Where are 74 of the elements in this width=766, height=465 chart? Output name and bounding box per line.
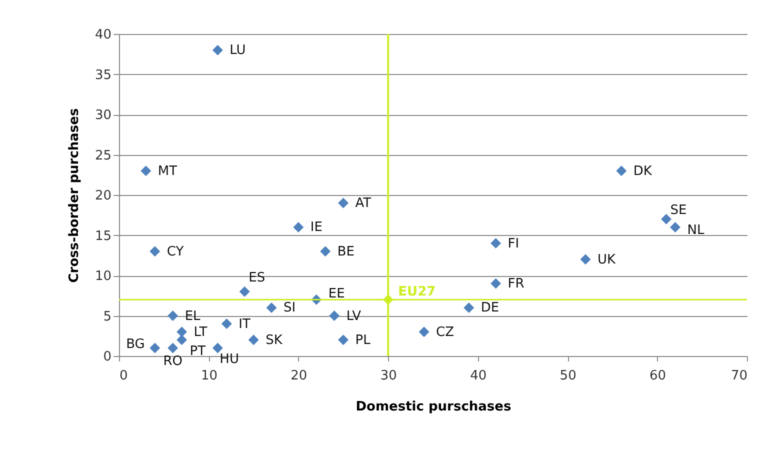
- y-tick-label: 40: [94, 28, 112, 42]
- annotation: CY: [166, 244, 184, 260]
- x-tick-label: 30: [380, 368, 397, 384]
- annotation: IT: [238, 316, 250, 332]
- point: [382, 294, 394, 305]
- x-tick-label: 0: [120, 368, 128, 384]
- annotation: DE: [480, 300, 500, 316]
- point: [329, 310, 340, 321]
- y-tick-label: 35: [94, 68, 112, 83]
- point: [248, 334, 259, 346]
- annotation: EE: [328, 286, 345, 302]
- point: [150, 246, 160, 257]
- annotation: CZ: [436, 324, 454, 340]
- annotation: PL: [355, 332, 372, 348]
- annotation: ES: [248, 270, 266, 286]
- point: [140, 166, 152, 176]
- y-tick-label: 0: [103, 350, 112, 364]
- point: [670, 222, 680, 232]
- point: [212, 44, 223, 56]
- point: [338, 198, 349, 208]
- point: [338, 334, 349, 346]
- point: [239, 286, 250, 297]
- annotation: DK: [633, 164, 652, 179]
- annotation: LU: [230, 43, 246, 58]
- x-tick-label: 50: [560, 368, 576, 384]
- y-tick-label: 30: [94, 108, 112, 123]
- y-tick-label: 25: [94, 148, 112, 164]
- point: [580, 254, 591, 265]
- annotation: AT: [355, 196, 372, 212]
- annotation: NL: [687, 223, 705, 238]
- point: [490, 278, 502, 289]
- annotation: LT: [194, 324, 208, 340]
- annotation: LV: [346, 308, 362, 324]
- point: [320, 246, 331, 257]
- point: [212, 342, 223, 354]
- annotation: UK: [598, 252, 616, 268]
- point: [418, 326, 430, 338]
- y-tick-label: 20: [94, 188, 112, 204]
- point: [616, 166, 627, 176]
- point: [266, 302, 277, 313]
- annotation: BE: [337, 244, 354, 260]
- annotation: EU27: [398, 284, 436, 300]
- annotation: IE: [310, 220, 322, 236]
- point: [490, 238, 502, 249]
- point: [176, 326, 188, 338]
- y-axis-title: Cross-border purchases: [66, 108, 82, 283]
- point: [221, 318, 232, 330]
- annotation: FI: [508, 236, 520, 252]
- point: [293, 222, 304, 232]
- annotation: EL: [184, 308, 202, 324]
- y-tick-label: 10: [94, 269, 112, 284]
- x-tick-label: 60: [650, 368, 666, 384]
- y-tick-label: 15: [94, 228, 112, 244]
- annotation: BG: [126, 336, 145, 352]
- annotation: FR: [508, 276, 524, 292]
- y-tick-label: 5: [103, 309, 112, 324]
- x-tick-label: 10: [200, 368, 218, 384]
- x-axis-title: Domestic purschases: [356, 400, 512, 414]
- point: [464, 302, 474, 313]
- point: [150, 342, 160, 354]
- annotation: SK: [266, 332, 283, 348]
- annotation: MT: [158, 164, 178, 179]
- annotation: SI: [284, 300, 296, 316]
- x-tick-label: 20: [290, 368, 308, 384]
- annotation: SE: [670, 203, 687, 218]
- point: [176, 334, 188, 346]
- x-tick-label: 70: [730, 368, 748, 384]
- point: [168, 342, 178, 354]
- point: [168, 310, 178, 321]
- point: [661, 214, 672, 224]
- x-tick-label: 40: [470, 368, 487, 384]
- annotation: HU: [220, 352, 239, 367]
- annotation: RO: [163, 354, 182, 369]
- annotation: PT: [190, 344, 206, 359]
